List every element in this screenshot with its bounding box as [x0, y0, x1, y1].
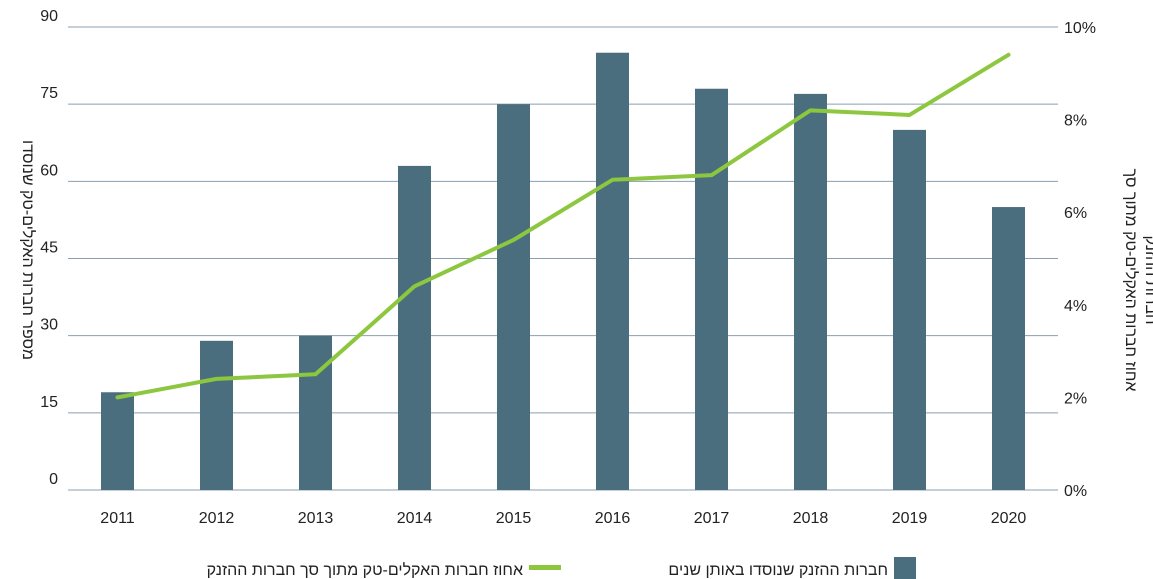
bar — [299, 335, 332, 490]
line-series — [115, 52, 1011, 400]
right-axis-label-line2: חברות ההזנק — [1142, 235, 1153, 324]
right-axis-label-line1: אחוז חברות האקלים-טק מתוך סך — [1122, 169, 1140, 392]
x-tick-label: 2016 — [595, 510, 631, 527]
bar — [200, 340, 233, 490]
bar — [596, 52, 629, 490]
x-axis-ticks: 2011 2012 2013 2014 2015 2016 2017 2018 2019 2020 — [100, 510, 1026, 527]
bar — [101, 392, 134, 490]
right-tick-label: 0% — [1064, 483, 1087, 500]
x-tick-label: 2011 — [100, 510, 135, 527]
line-point — [116, 395, 119, 399]
x-tick-label: 2014 — [397, 510, 433, 527]
left-axis-ticks: 0 15 30 45 60 75 90 — [40, 8, 58, 488]
bar — [695, 88, 728, 490]
legend-label-line: אחוז חברות האקלים-טק מתוך סך חברות ההזנק — [207, 561, 523, 579]
legend: חברות ההזנק שנוסדו באותן שנים אחוז חברות… — [207, 557, 916, 579]
right-tick-label: 4% — [1064, 298, 1087, 315]
x-tick-label: 2019 — [892, 510, 928, 527]
bar — [497, 104, 530, 491]
left-tick-label: 0 — [49, 471, 58, 488]
line-point — [611, 178, 614, 182]
legend-swatch-line — [529, 565, 561, 570]
line-point — [215, 377, 218, 381]
line-point — [512, 238, 515, 242]
bar — [992, 207, 1025, 491]
left-tick-label: 60 — [40, 162, 58, 179]
left-tick-label: 90 — [40, 8, 58, 25]
series-line — [115, 52, 1011, 400]
left-tick-label: 30 — [40, 317, 58, 334]
line-point — [809, 108, 812, 112]
bar — [794, 93, 827, 490]
bar — [398, 165, 431, 490]
legend-label-bars: חברות ההזנק שנוסדו באותן שנים — [668, 562, 888, 579]
line-point — [710, 173, 713, 177]
left-tick-label: 45 — [40, 240, 58, 257]
x-tick-label: 2020 — [991, 510, 1027, 527]
line-point — [908, 113, 911, 117]
x-tick-label: 2013 — [298, 510, 334, 527]
right-tick-label: 8% — [1064, 113, 1087, 130]
x-tick-label: 2018 — [793, 510, 829, 527]
left-tick-label: 15 — [40, 394, 58, 411]
x-tick-label: 2017 — [694, 510, 730, 527]
x-tick-label: 2015 — [496, 510, 532, 527]
x-tick-label: 2012 — [199, 510, 235, 527]
right-tick-label: 2% — [1064, 390, 1087, 407]
line-point — [314, 372, 317, 376]
bar-series — [101, 52, 1025, 491]
legend-swatch-bars — [894, 557, 916, 579]
left-axis-label: מספר חברות האקלים-טק שנוסדו — [19, 140, 37, 360]
bar — [893, 129, 926, 490]
right-tick-label: 10% — [1064, 20, 1096, 37]
left-tick-label: 75 — [40, 85, 58, 102]
right-axis-ticks: 0% 2% 4% 6% 8% 10% — [1064, 20, 1096, 500]
line-point — [413, 284, 416, 288]
right-tick-label: 6% — [1064, 205, 1087, 222]
line-point — [1007, 53, 1010, 57]
